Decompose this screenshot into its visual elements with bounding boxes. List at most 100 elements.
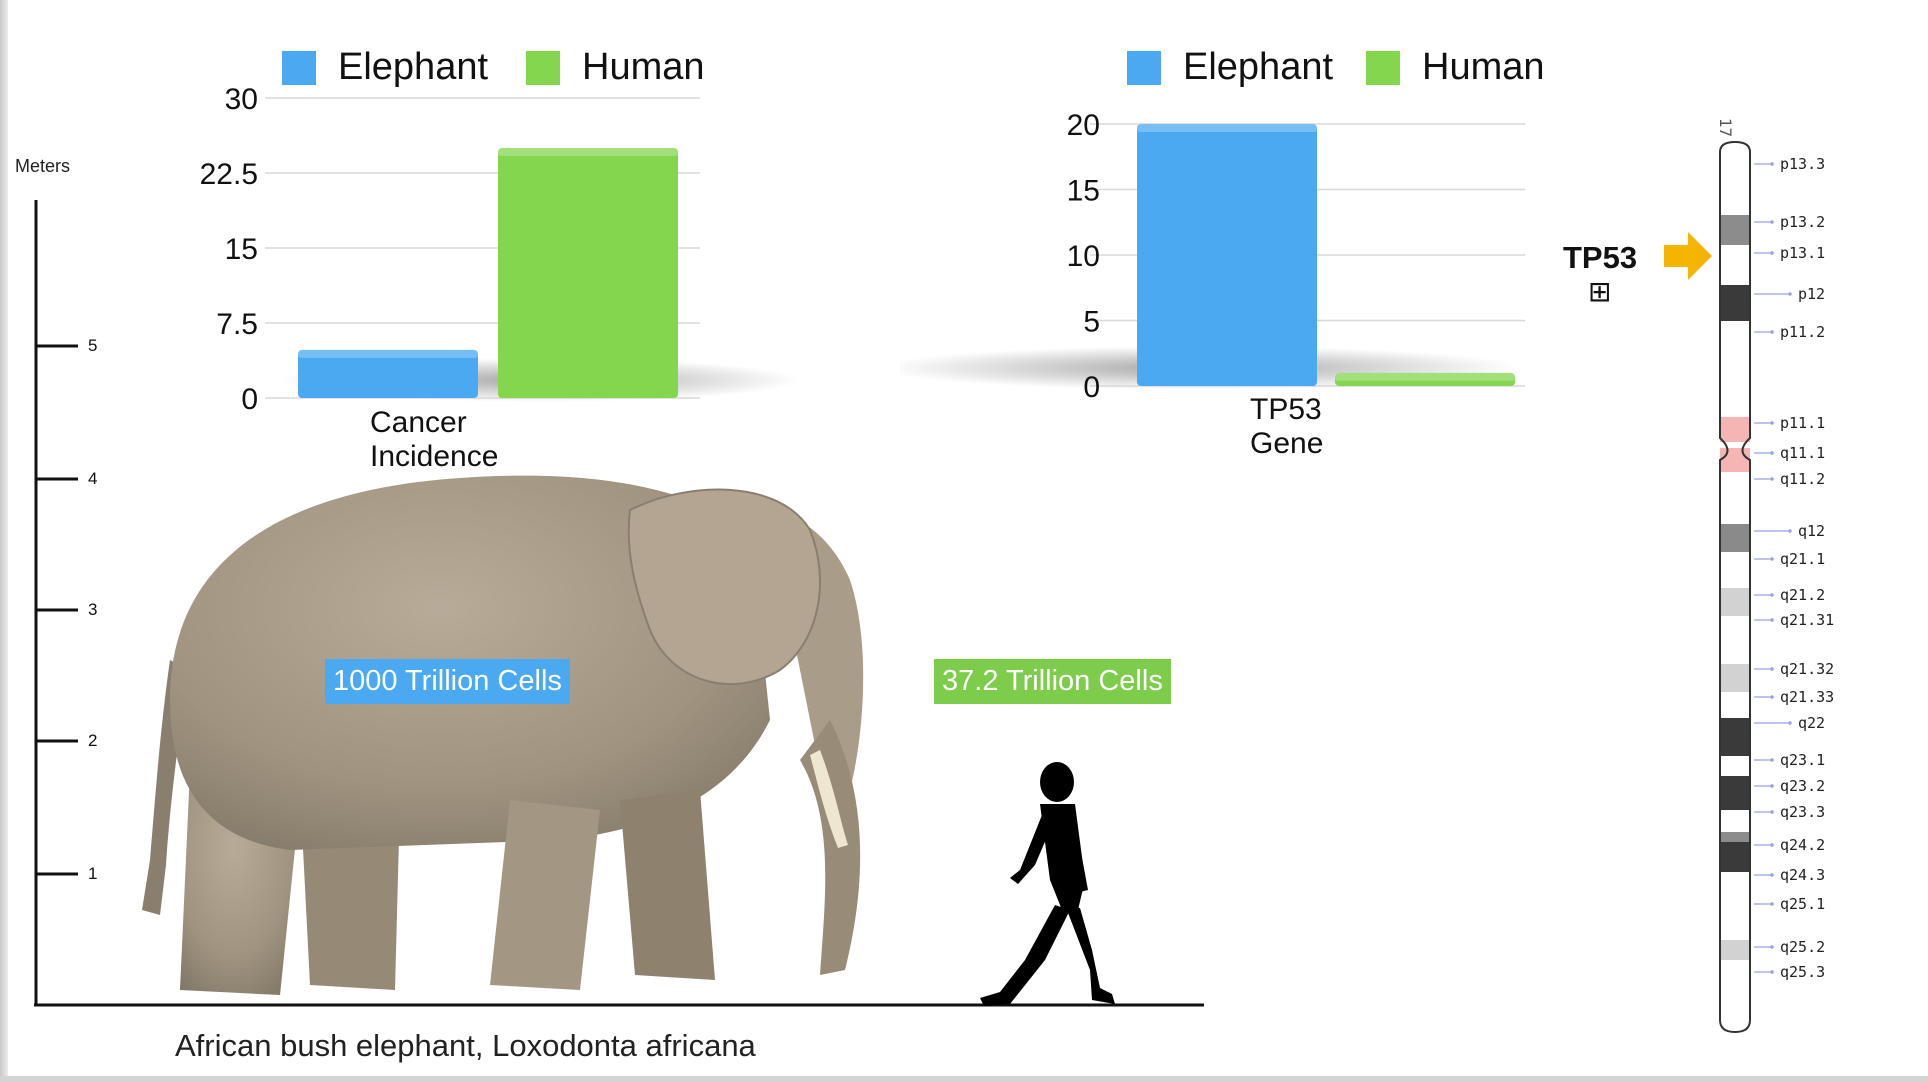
band-leader-dot	[1770, 251, 1774, 255]
chromosome-band	[1720, 285, 1750, 321]
chromosome-band	[1720, 152, 1750, 204]
chromosome-band	[1720, 960, 1750, 1020]
y-tick-label: 0	[241, 383, 258, 416]
band-label: p13.3	[1780, 155, 1825, 173]
band-leader-dot	[1770, 451, 1774, 455]
band-leader-dot	[1770, 667, 1774, 671]
band-label: q23.3	[1780, 803, 1825, 821]
band-leader-dot	[1770, 843, 1774, 847]
band-leader-dot	[1770, 330, 1774, 334]
bar-human	[498, 148, 678, 398]
legend-label: Elephant	[1183, 46, 1334, 88]
band-leader-dot	[1788, 721, 1792, 725]
x-axis-label: Cancer Incidence	[370, 406, 499, 473]
bar-elephant	[298, 349, 478, 398]
legend-swatch-elephant	[282, 50, 316, 85]
chromosome-band	[1720, 321, 1750, 417]
band-label: q23.2	[1780, 777, 1825, 795]
chromosome-number: 17	[1716, 117, 1736, 138]
band-leader-dot	[1770, 162, 1774, 166]
band-label: p13.1	[1780, 244, 1825, 262]
band-label: q25.3	[1780, 963, 1825, 981]
height-scale	[34, 200, 1204, 1007]
chromosome-band	[1720, 872, 1750, 922]
chromosome-band	[1720, 692, 1750, 718]
bar-highlight	[1335, 372, 1515, 381]
band-label: q21.1	[1780, 550, 1825, 568]
legend-swatch-elephant	[1127, 50, 1161, 85]
y-tick-label: 5	[1083, 306, 1100, 339]
chromosome-band	[1720, 245, 1750, 280]
band-label: p11.2	[1780, 323, 1825, 341]
scale-tick-label: 2	[88, 731, 98, 750]
bar-elephant	[1137, 124, 1317, 386]
band-leader-dot	[1770, 970, 1774, 974]
chromosome-band	[1720, 664, 1750, 692]
band-label: q21.31	[1780, 611, 1834, 629]
elephant-illustration	[142, 475, 864, 995]
chart-canvas: 0 7.5 15 22.5 30	[200, 83, 800, 416]
legend-swatch-human	[1366, 50, 1400, 85]
band-leader-dot	[1770, 758, 1774, 762]
chromosome-band	[1720, 776, 1750, 810]
chromosome-ideogram: p13.3 p13.2 p13.1 p12 p11.2 p11.1 q11.1 q11.2 q1…	[1719, 140, 1834, 1034]
band-label: p11.1	[1780, 414, 1825, 432]
legend-human: Human	[1366, 46, 1545, 89]
y-tick-label: 15	[1067, 175, 1100, 208]
band-leader-dot	[1770, 902, 1774, 906]
chromosome-band	[1720, 448, 1750, 472]
legend-swatch-human	[526, 50, 560, 85]
scale-tick-label: 1	[88, 864, 98, 883]
chromosome-band	[1720, 842, 1750, 872]
chromosome-outline	[1719, 140, 1751, 1034]
chromosome-band	[1720, 524, 1750, 552]
band-label: q22	[1798, 714, 1825, 732]
human-cell-count: 37.2 Trillion Cells	[934, 659, 1171, 704]
band-leader-dot	[1770, 220, 1774, 224]
legend-elephant: Elephant	[282, 46, 488, 89]
bar-human	[1335, 372, 1515, 386]
chromosome-band	[1720, 940, 1750, 960]
band-label: q21.32	[1780, 660, 1834, 678]
band-label: q11.2	[1780, 470, 1825, 488]
scale-tick-label: 4	[88, 469, 98, 488]
x-axis-label: TP53 Gene	[1250, 393, 1324, 460]
expand-icon[interactable]: ⊞	[1588, 276, 1612, 307]
y-tick-label: 30	[225, 83, 258, 116]
window-edge	[0, 0, 8, 1082]
band-label: q25.2	[1780, 938, 1825, 956]
chromosome-band	[1720, 832, 1750, 842]
band-leader-dot	[1770, 618, 1774, 622]
band-label: q11.1	[1780, 444, 1825, 462]
band-label: p12	[1798, 285, 1825, 303]
y-tick-label: 7.5	[216, 308, 258, 341]
chromosome-band	[1720, 718, 1750, 756]
band-label: q23.1	[1780, 751, 1825, 769]
band-label: q21.2	[1780, 586, 1825, 604]
gene-label: TP53	[1563, 240, 1638, 275]
chromosome-band	[1720, 417, 1750, 442]
band-leader-dot	[1788, 529, 1792, 533]
chromosome-band	[1720, 756, 1750, 776]
chromosome-band	[1720, 552, 1750, 588]
band-leader-dot	[1788, 292, 1792, 296]
band-leader-dot	[1770, 873, 1774, 877]
figure-caption: African bush elephant, Loxodonta african…	[175, 1028, 756, 1063]
legend-elephant: Elephant	[1127, 46, 1333, 89]
band-label: q21.33	[1780, 688, 1834, 706]
band-leader-dot	[1770, 810, 1774, 814]
chromosome-band	[1720, 588, 1750, 616]
chart-canvas: 0 5 10 15 20	[900, 109, 1525, 404]
band-leader-dot	[1770, 421, 1774, 425]
elephant-cell-count: 1000 Trillion Cells	[325, 659, 570, 704]
bar-highlight	[298, 349, 478, 358]
band-leader-dot	[1770, 945, 1774, 949]
scale-tick-label: 5	[88, 336, 98, 355]
legend-label: Human	[1422, 46, 1545, 88]
band-leader-dot	[1770, 695, 1774, 699]
chromosome-band	[1720, 810, 1750, 832]
band-leader-dot	[1770, 557, 1774, 561]
window-bottom-edge	[0, 1076, 1928, 1082]
scale-ticks	[36, 344, 78, 876]
legend-label: Human	[582, 46, 705, 88]
